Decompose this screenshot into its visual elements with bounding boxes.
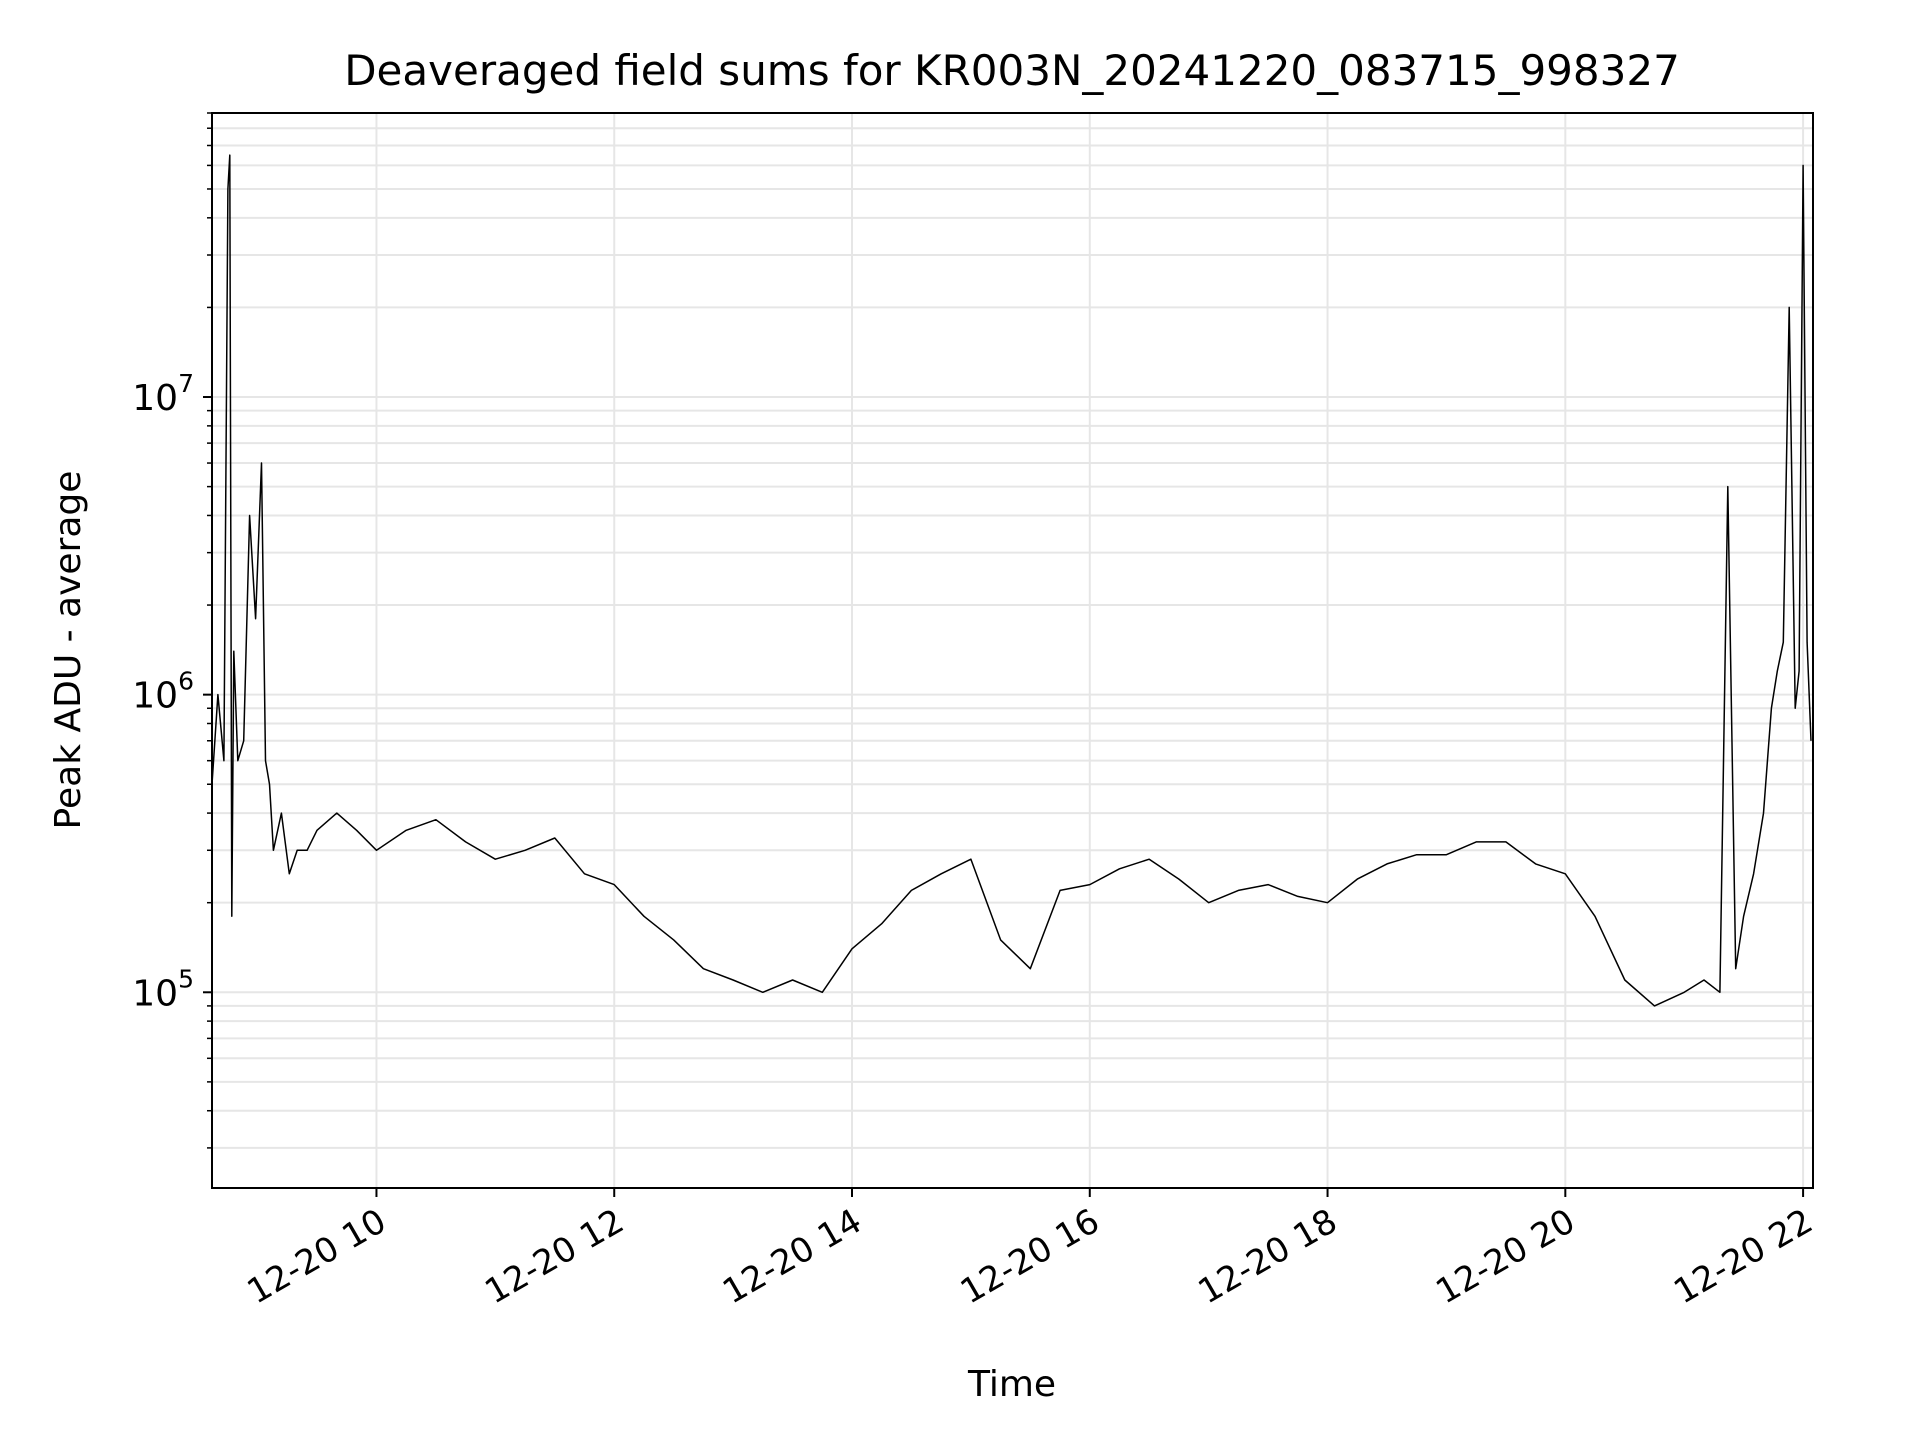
plot-frame	[211, 112, 1814, 1189]
grid-layer	[212, 112, 1813, 1188]
x-axis-label: Time	[967, 1364, 1056, 1405]
y-tick-label: 105	[132, 964, 194, 1014]
y-tick-label-base: 10	[132, 973, 178, 1014]
y-tick-label-exponent: 5	[178, 964, 194, 993]
series-line	[211, 154, 1812, 1007]
y-tick-label: 107	[132, 369, 194, 419]
y-tick-label-exponent: 7	[178, 369, 194, 398]
y-tick-label: 106	[132, 667, 194, 717]
y-axis-label: Peak ADU - average	[48, 471, 89, 830]
chart-title: Deaveraged field sums for KR003N_2024122…	[344, 46, 1680, 95]
y-tick-label-base: 10	[132, 676, 178, 717]
y-tick-label-base: 10	[132, 378, 178, 419]
y-tick-label-exponent: 6	[178, 667, 194, 696]
series-layer	[211, 154, 1812, 1007]
